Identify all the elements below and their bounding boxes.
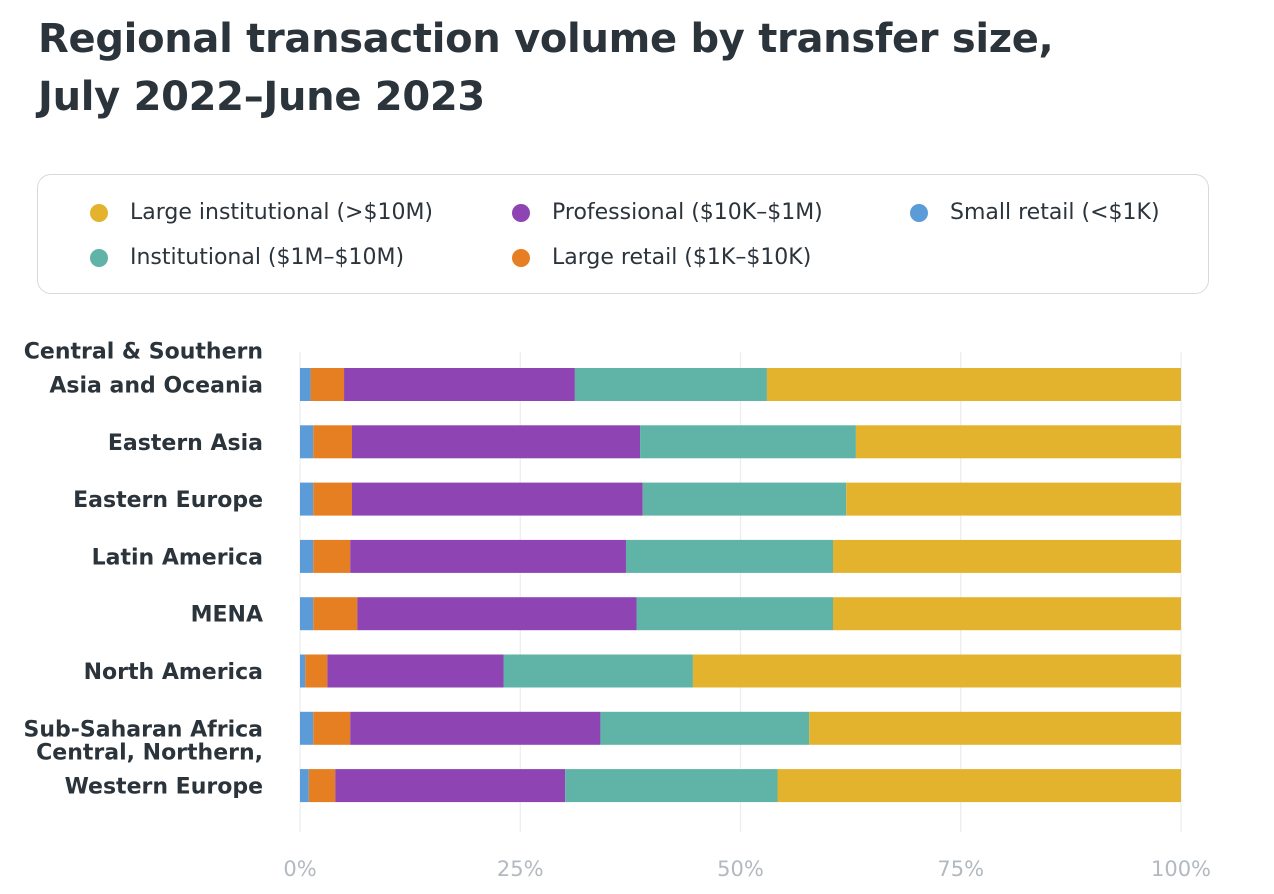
- legend-label: Large institutional (>$10M): [130, 200, 434, 225]
- legend-swatch: [910, 203, 928, 222]
- bar-segment[interactable]: [777, 769, 1181, 803]
- bar-segment[interactable]: [313, 482, 352, 516]
- x-tick-label: 25%: [497, 857, 544, 881]
- bar-segment[interactable]: [636, 597, 834, 631]
- bar-segment[interactable]: [300, 597, 314, 631]
- bar-segment[interactable]: [310, 368, 345, 401]
- legend-item-small-retail[interactable]: Small retail (<$1K): [910, 200, 1160, 225]
- x-tick-label: 100%: [1151, 857, 1211, 881]
- bar-segment[interactable]: [300, 769, 309, 803]
- bar-segment[interactable]: [833, 539, 1181, 573]
- x-tick-label: 75%: [937, 857, 984, 881]
- bar-segment[interactable]: [335, 769, 566, 803]
- chart-title: Regional transaction volume by transfer …: [38, 10, 1218, 126]
- legend-swatch: [90, 248, 108, 267]
- legend-label: Institutional ($1M–$10M): [130, 245, 405, 270]
- chart-title-line-2: July 2022–June 2023: [38, 74, 485, 120]
- bar-segment[interactable]: [600, 711, 810, 745]
- category-label: Eastern Europe: [73, 488, 263, 513]
- legend-swatch: [512, 248, 530, 267]
- category-label: Central & Southern: [24, 340, 263, 365]
- category-labels: Central & Southern Asia and Oceania Easter…: [24, 340, 263, 800]
- x-tick-label: 0%: [283, 857, 316, 881]
- bar-segment[interactable]: [300, 425, 314, 459]
- bar-segment[interactable]: [351, 482, 643, 516]
- legend-swatch: [512, 203, 530, 222]
- bar-segment[interactable]: [300, 482, 314, 516]
- legend-label: Small retail (<$1K): [950, 200, 1160, 225]
- bar-segment[interactable]: [574, 368, 767, 401]
- bar-segment[interactable]: [640, 425, 856, 459]
- legend: Large institutional (>$10M) Professional…: [37, 174, 1209, 294]
- bar-segment[interactable]: [351, 425, 641, 459]
- category-label: Asia and Oceania: [49, 374, 263, 399]
- chart-title-line-1: Regional transaction volume by transfer …: [38, 16, 1054, 62]
- bar-segment[interactable]: [344, 368, 575, 401]
- x-tick-label: 50%: [717, 857, 764, 881]
- bar-segment[interactable]: [313, 539, 351, 573]
- bar-segment[interactable]: [357, 597, 637, 631]
- bar-segment[interactable]: [300, 368, 311, 401]
- category-label: Eastern Asia: [108, 431, 263, 456]
- x-axis-ticks: 0% 25% 50% 75% 100%: [283, 857, 1211, 881]
- bar-segment[interactable]: [642, 482, 847, 516]
- bar-segment[interactable]: [313, 711, 351, 745]
- bar-segment[interactable]: [846, 482, 1181, 516]
- bar-segment[interactable]: [565, 769, 778, 803]
- legend-label: Large retail ($1K–$10K): [552, 245, 812, 270]
- stacked-bar-chart: Central & Southern Asia and Oceania Easter…: [24, 340, 1212, 882]
- bar-segment[interactable]: [809, 711, 1181, 745]
- bar-segment[interactable]: [833, 597, 1181, 631]
- category-label: Sub-Saharan Africa: [24, 717, 263, 742]
- bar-segment[interactable]: [503, 654, 693, 688]
- bar-segment[interactable]: [766, 368, 1181, 401]
- bars: [300, 368, 1181, 803]
- category-label: MENA: [191, 603, 263, 628]
- bar-segment[interactable]: [300, 711, 314, 745]
- bar-segment[interactable]: [350, 711, 601, 745]
- bar-segment[interactable]: [300, 654, 306, 688]
- category-label: Central, Northern,: [36, 741, 263, 766]
- bar-segment[interactable]: [350, 539, 626, 573]
- category-label: Western Europe: [65, 775, 263, 800]
- bar-segment[interactable]: [327, 654, 504, 688]
- bar-segment[interactable]: [855, 425, 1181, 459]
- category-label: Latin America: [92, 545, 263, 570]
- bar-segment[interactable]: [313, 597, 358, 631]
- bar-segment[interactable]: [625, 539, 834, 573]
- legend-item-professional[interactable]: Professional ($10K–$1M): [512, 200, 823, 225]
- legend-item-large-institutional[interactable]: Large institutional (>$10M): [90, 200, 433, 225]
- category-label: North America: [84, 660, 263, 685]
- legend-label: Professional ($10K–$1M): [552, 200, 823, 225]
- legend-item-institutional[interactable]: Institutional ($1M–$10M): [90, 245, 404, 270]
- bar-segment[interactable]: [308, 769, 336, 803]
- grid-lines: [299, 352, 1182, 832]
- bar-segment[interactable]: [313, 425, 352, 459]
- legend-swatch: [90, 203, 108, 222]
- bar-segment[interactable]: [305, 654, 328, 688]
- bar-segment[interactable]: [300, 539, 314, 573]
- legend-item-large-retail[interactable]: Large retail ($1K–$10K): [512, 245, 811, 270]
- bar-segment[interactable]: [692, 654, 1181, 688]
